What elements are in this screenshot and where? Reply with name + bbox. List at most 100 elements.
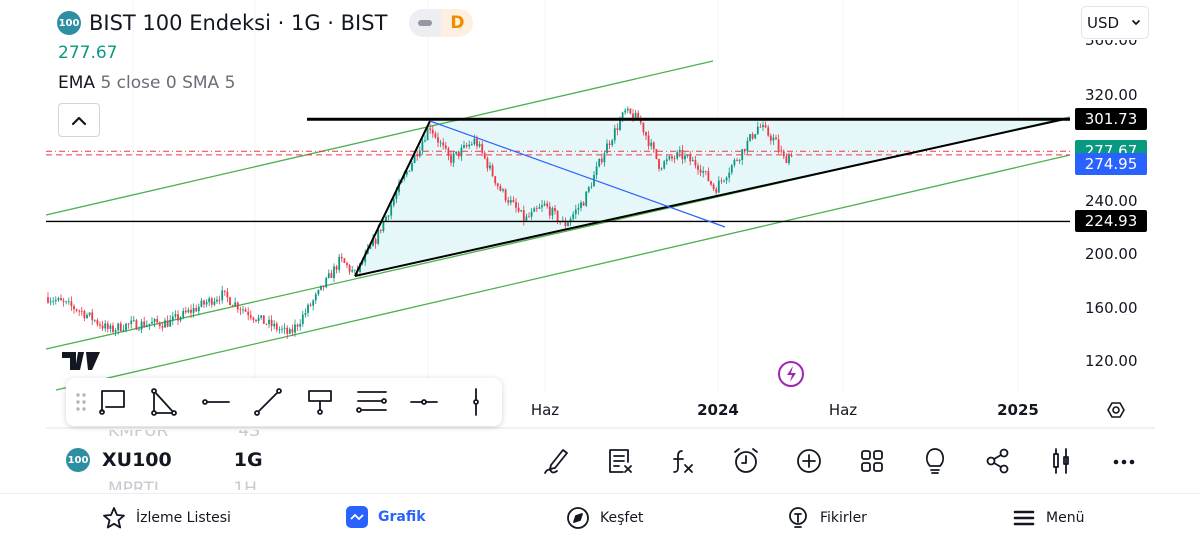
object-tree-icon [608, 449, 632, 473]
candle-body [109, 325, 112, 329]
timeframe[interactable]: 1G [233, 449, 263, 471]
candle-body [244, 309, 247, 312]
prev-symbol: KMPUR [108, 421, 169, 441]
candle-body [169, 319, 172, 327]
candle-body [574, 209, 577, 215]
add-button[interactable] [777, 443, 840, 479]
candlestick-icon [1052, 448, 1069, 474]
candle-body [434, 133, 437, 138]
prev-tf: 4S [238, 421, 260, 441]
chart-type-button[interactable] [1029, 443, 1092, 479]
callout-tool[interactable] [86, 382, 138, 422]
candle-body [525, 216, 528, 221]
vertical-line-tool[interactable] [450, 382, 502, 422]
watchlist-next-item[interactable]: MPRTL 1H [108, 479, 257, 490]
candle-body [377, 229, 380, 244]
channel-upper-line[interactable] [45, 60, 714, 216]
triangle-tool[interactable] [138, 382, 190, 422]
downtrend-line[interactable] [429, 120, 726, 228]
candle-body [788, 155, 790, 164]
parallel-channel-tool[interactable] [346, 382, 398, 422]
indicators-button[interactable] [651, 443, 714, 479]
symbol-title[interactable]: BIST 100 Endeksi · 1G · BIST [89, 11, 388, 35]
settings-hex-icon[interactable] [1107, 402, 1125, 418]
candle-body [361, 261, 364, 264]
draw-button[interactable] [525, 443, 588, 479]
more-dots-icon [1113, 459, 1134, 465]
chart-action-bar[interactable] [525, 443, 1155, 479]
horizontal-line-tool[interactable] [398, 382, 450, 422]
chart-header[interactable]: 100 BIST 100 Endeksi · 1G · BIST D [57, 9, 474, 37]
chart-canvas[interactable] [0, 0, 1200, 430]
candle-body [273, 323, 276, 327]
candle-body [78, 310, 81, 312]
watchlist-prev-item[interactable]: KMPUR 4S [108, 421, 260, 441]
object-tree-button[interactable] [588, 443, 651, 479]
star-icon [103, 507, 125, 529]
candle-body [398, 182, 400, 193]
alert-button[interactable] [714, 443, 777, 479]
candle-body [668, 156, 671, 160]
chevron-up-icon [71, 116, 87, 126]
collapse-legend-button[interactable] [58, 103, 100, 137]
candle-body [741, 149, 744, 161]
candle-body [52, 301, 55, 302]
candle-body [70, 301, 73, 307]
nav-ideas[interactable]: Fikirler [786, 506, 867, 530]
candle-body [125, 323, 127, 331]
symbol-row[interactable]: 100 XU100 1G [66, 448, 263, 472]
candle-body [73, 306, 75, 310]
candle-body [468, 144, 471, 147]
indicator-legend[interactable]: EMA 5 close 0 SMA 5 [58, 73, 235, 93]
candle-body [585, 191, 588, 206]
nav-explore[interactable]: Keşfet [566, 506, 643, 530]
info-line-icon [308, 390, 332, 415]
candle-body [127, 323, 130, 325]
candle-body [736, 159, 738, 161]
info-line-tool[interactable] [294, 382, 346, 422]
symbol-name[interactable]: XU100 [102, 449, 172, 471]
candle-body [236, 302, 239, 310]
nav-chart[interactable]: Grafik [346, 506, 426, 528]
hamburger-icon [1013, 510, 1035, 526]
triangle-lower-line[interactable] [354, 118, 1066, 277]
candle-body [658, 158, 660, 169]
trend-line-tool[interactable] [242, 382, 294, 422]
candle-body [333, 266, 335, 278]
horizontal-ray-tool[interactable] [190, 382, 242, 422]
x-tick: Haz [530, 401, 560, 419]
candle-body [213, 301, 216, 305]
lightning-icon[interactable] [778, 361, 804, 387]
candle-body [114, 330, 117, 332]
y-tick: 120.00 [1085, 352, 1138, 370]
drawing-toolbar[interactable] [66, 378, 502, 426]
bottom-nav[interactable]: İzleme Listesi Grafik Keşfet Fikirler Me… [0, 493, 1200, 540]
candle-body [145, 325, 148, 327]
currency-select[interactable]: USD [1081, 6, 1149, 39]
candle-body [697, 165, 699, 170]
market-status-pill[interactable]: D [409, 9, 474, 37]
chart-icon [346, 506, 368, 528]
share-button[interactable] [966, 443, 1029, 479]
nav-menu[interactable]: Menü [1012, 506, 1084, 530]
candle-body [782, 151, 785, 157]
candle-body [507, 200, 510, 203]
nav-watchlist[interactable]: İzleme Listesi [102, 506, 231, 530]
trend-line-icon [254, 388, 282, 416]
candle-body [684, 155, 686, 160]
more-button[interactable] [1092, 443, 1155, 479]
candle-body [619, 120, 621, 130]
candle-body [470, 144, 473, 145]
ideas-button[interactable] [903, 443, 966, 479]
candle-body [444, 145, 447, 149]
channel-lower-line[interactable] [55, 154, 1071, 391]
rally-line[interactable] [354, 120, 431, 277]
drag-handle-icon[interactable] [76, 392, 86, 412]
candle-body [132, 320, 135, 322]
candle-body [642, 122, 645, 133]
candle-body [93, 320, 96, 321]
triangle-icon [151, 388, 177, 416]
candle-body [75, 309, 78, 311]
layout-button[interactable] [840, 443, 903, 479]
candle-body [606, 143, 608, 154]
